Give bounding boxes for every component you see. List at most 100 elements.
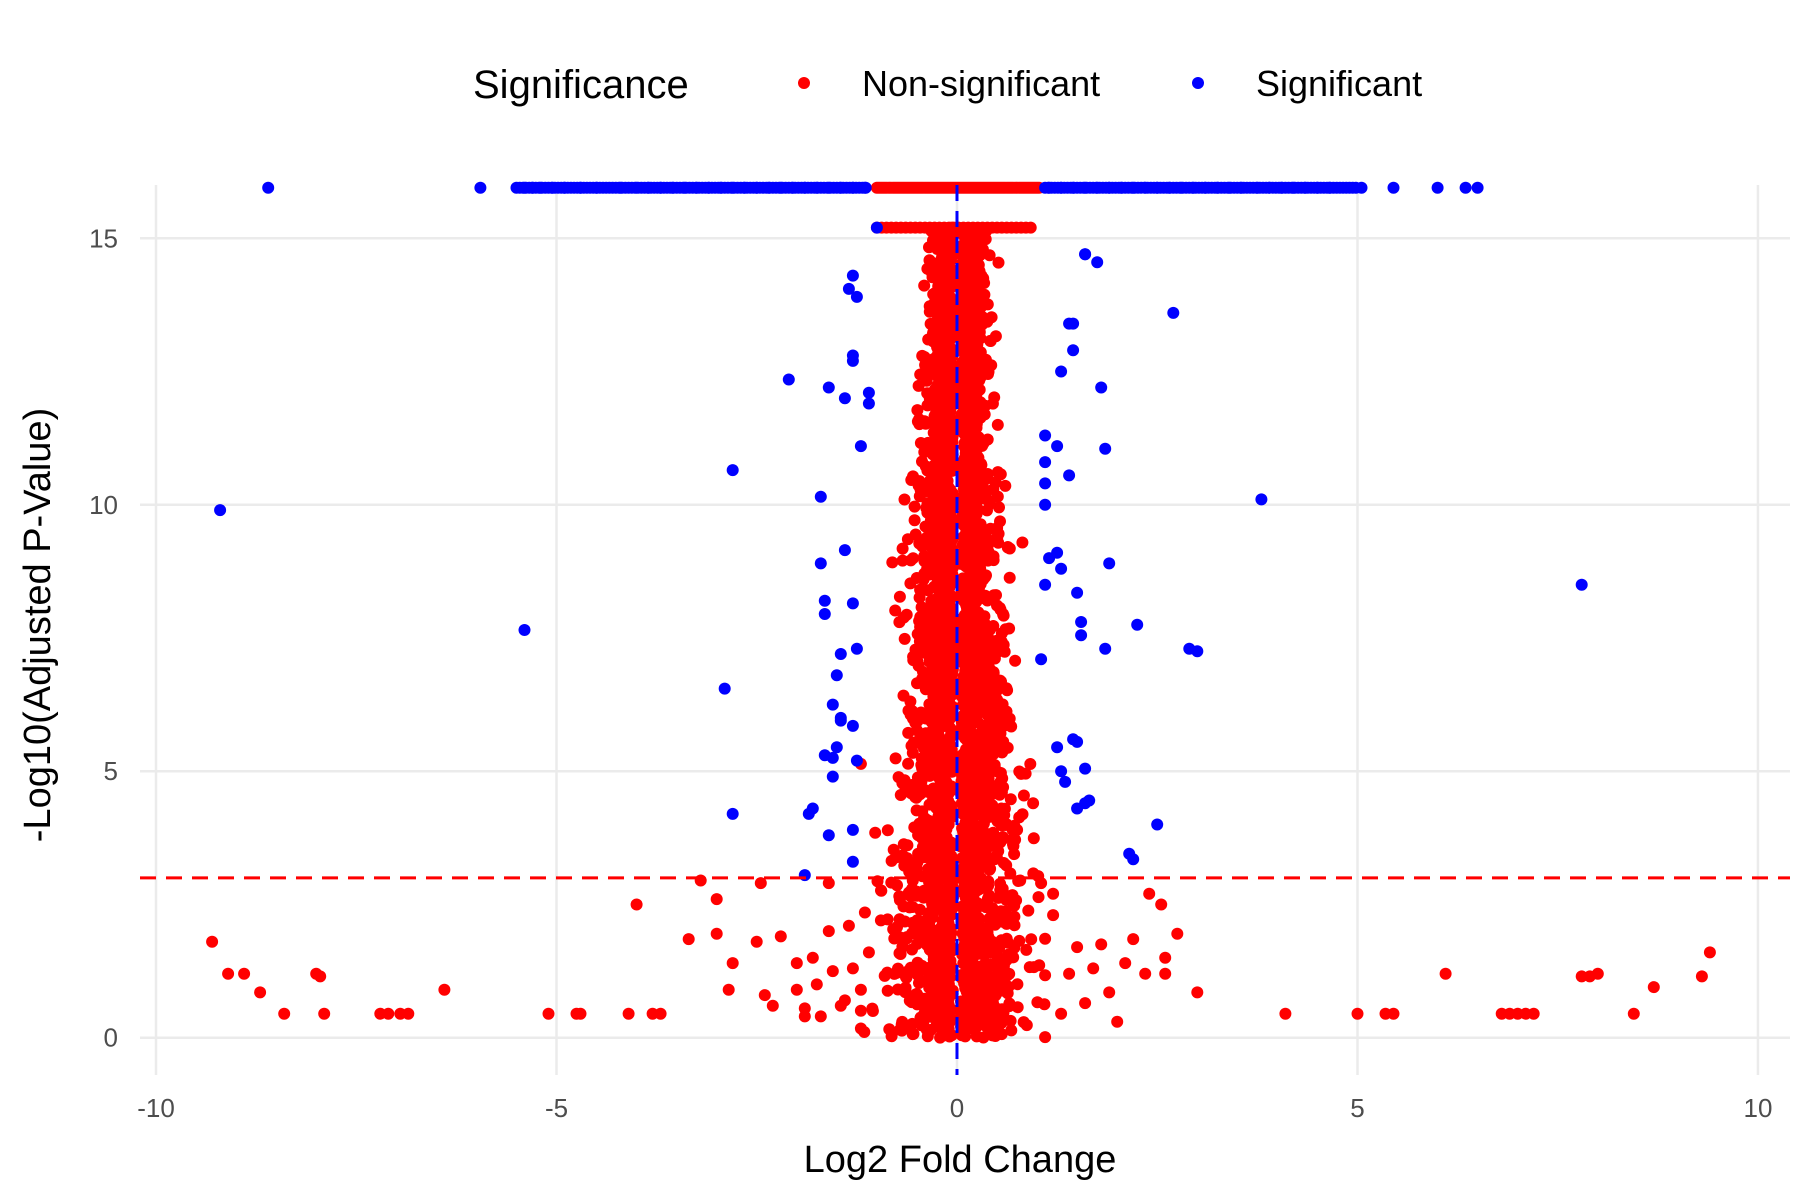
nonsignificant-point — [542, 1007, 555, 1020]
x-tick-label: -10 — [137, 1093, 175, 1123]
significant-capped-point — [1387, 181, 1400, 194]
y-axis-ticks: 0 5 10 15 — [89, 223, 118, 1052]
significant-point — [822, 381, 835, 394]
significant-point — [822, 829, 835, 842]
nonsignificant-point — [927, 860, 940, 873]
nonsignificant-point — [888, 932, 901, 945]
nonsignificant-point — [943, 922, 955, 935]
nonsignificant-point — [945, 743, 958, 756]
nonsignificant-point — [906, 882, 919, 895]
nonsignificant-point — [622, 1007, 635, 1020]
nonsignificant-point — [971, 454, 984, 467]
nonsignificant-point — [994, 603, 1007, 616]
nonsignificant-point — [981, 655, 994, 667]
nonsignificant-point — [934, 937, 947, 950]
nonsignificant-point — [963, 511, 976, 524]
nonsignificant-point — [970, 365, 983, 378]
nonsignificant-point — [967, 833, 980, 846]
nonsignificant-point — [945, 689, 958, 701]
nonsignificant-point — [913, 591, 926, 604]
significant-point — [838, 392, 851, 405]
nonsignificant-point — [914, 1011, 927, 1024]
significant-capped-point — [474, 181, 487, 194]
nonsignificant-point — [766, 999, 779, 1012]
significant-point — [826, 751, 839, 764]
significant-point — [846, 719, 859, 732]
nonsignificant-point — [959, 763, 971, 776]
nonsignificant-point — [965, 629, 978, 642]
nonsignificant-point — [842, 919, 855, 932]
nonsignificant-point — [1159, 967, 1172, 980]
nonsignificant-point — [990, 589, 1002, 602]
nonsignificant-point — [916, 923, 929, 936]
y-axis-title: -Log10(Adjusted P-Value) — [17, 408, 59, 842]
significant-point — [214, 504, 227, 517]
nonsignificant-point — [985, 914, 998, 927]
significant-point — [518, 624, 531, 636]
nonsignificant-point — [1039, 969, 1052, 982]
nonsignificant-point — [885, 854, 898, 867]
significant-point — [830, 741, 843, 754]
nonsignificant-point — [238, 967, 251, 980]
nonsignificant-point — [976, 639, 989, 652]
nonsignificant-point — [927, 625, 940, 638]
significant-point — [782, 373, 795, 386]
nonsignificant-point — [899, 986, 912, 999]
nonsignificant-point — [985, 981, 998, 994]
nonsignificant-point — [932, 413, 945, 426]
nonsignificant-point — [886, 556, 899, 569]
nonsignificant-point — [943, 1030, 956, 1043]
nonsignificant-point — [962, 496, 975, 509]
nonsignificant-point — [1011, 823, 1024, 836]
nonsignificant-point — [1647, 981, 1660, 994]
significant-point — [1039, 477, 1052, 490]
nonsignificant-point — [930, 798, 943, 811]
nonsignificant-point — [931, 538, 943, 551]
nonsignificant-point — [1159, 951, 1172, 964]
nonsignificant-point — [1027, 797, 1040, 810]
nonsignificant-point — [915, 775, 928, 788]
nonsignificant-point — [968, 732, 981, 744]
nonsignificant-point — [932, 393, 945, 406]
nonsignificant-point — [1024, 221, 1037, 234]
nonsignificant-point — [314, 970, 327, 983]
nonsignificant-point — [970, 595, 983, 608]
nonsignificant-point — [694, 874, 707, 887]
nonsignificant-point — [970, 473, 983, 486]
nonsignificant-point — [878, 969, 891, 982]
nonsignificant-point — [979, 741, 992, 754]
nonsignificant-point — [682, 933, 695, 946]
nonsignificant-point — [999, 623, 1012, 636]
nonsignificant-point — [939, 662, 952, 675]
nonsignificant-point — [931, 899, 944, 912]
nonsignificant-point — [968, 994, 981, 1006]
significant-point — [1095, 381, 1108, 394]
nonsignificant-point — [992, 256, 1005, 269]
nonsignificant-point — [995, 915, 1008, 928]
nonsignificant-point — [822, 925, 835, 938]
nonsignificant-point — [925, 942, 938, 955]
nonsignificant-point — [888, 967, 901, 980]
significant-point — [726, 464, 739, 477]
nonsignificant-point — [933, 722, 946, 735]
nonsignificant-point — [978, 288, 991, 301]
nonsignificant-point — [1008, 910, 1021, 923]
nonsignificant-point — [925, 869, 938, 882]
nonsignificant-point — [1439, 967, 1452, 980]
significant-point — [1079, 762, 1092, 775]
legend-key-significant — [1192, 77, 1204, 89]
x-tick-label: 5 — [1350, 1093, 1364, 1123]
nonsignificant-point — [979, 773, 992, 786]
significant-capped-point — [262, 181, 275, 194]
nonsignificant-point — [945, 463, 958, 476]
nonsignificant-point — [963, 858, 976, 871]
nonsignificant-point — [206, 935, 219, 948]
nonsignificant-point — [899, 785, 912, 797]
nonsignificant-point — [909, 716, 922, 729]
significant-point — [838, 544, 851, 557]
nonsignificant-point — [926, 494, 939, 507]
significant-point — [1067, 317, 1080, 330]
nonsignificant-point — [955, 337, 968, 350]
nonsignificant-point — [960, 481, 973, 494]
nonsignificant-point — [893, 616, 906, 629]
